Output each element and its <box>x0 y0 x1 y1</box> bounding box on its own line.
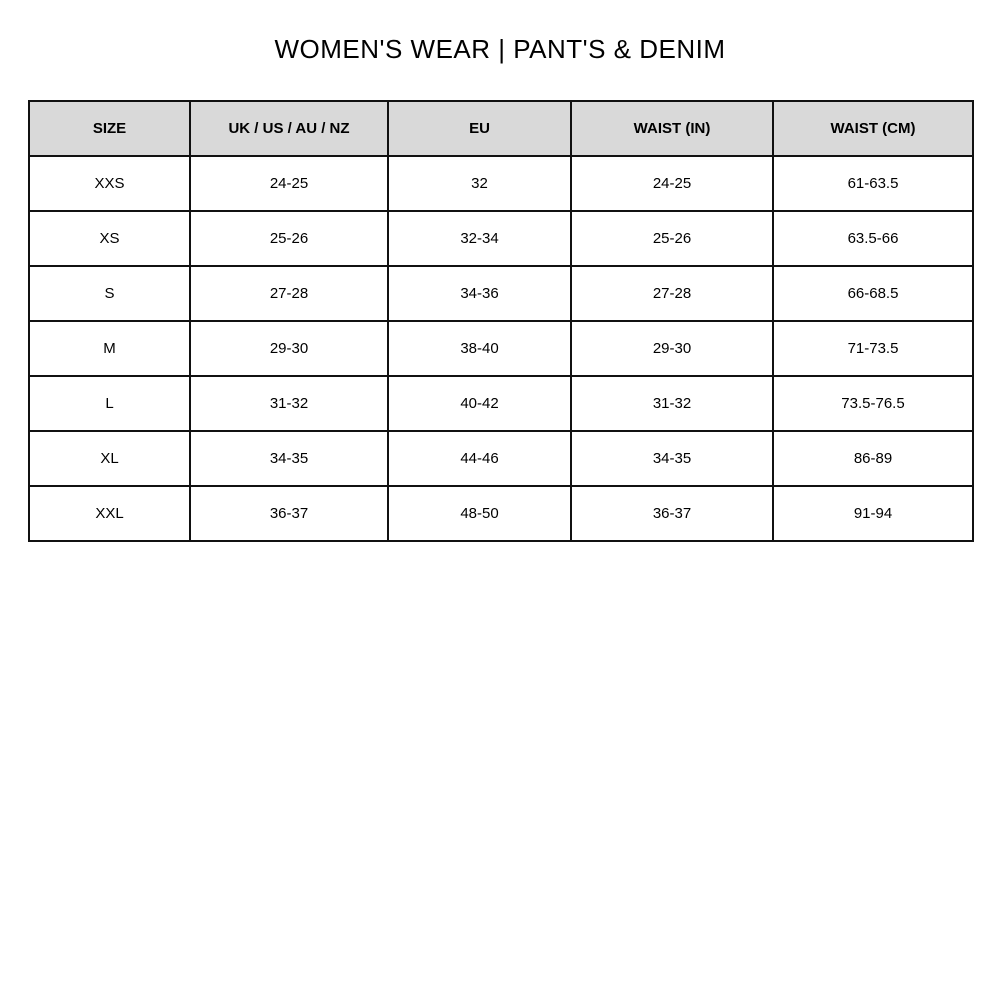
table-cell: 86-89 <box>772 430 974 487</box>
table-cell: 63.5-66 <box>772 210 974 267</box>
table-cell: 25-26 <box>570 210 774 267</box>
table-row: L 31-32 40-42 31-32 73.5-76.5 <box>28 375 974 432</box>
table-cell: 27-28 <box>570 265 774 322</box>
table-cell: 32-34 <box>387 210 572 267</box>
table-cell: 61-63.5 <box>772 155 974 212</box>
column-header: EU <box>387 100 572 157</box>
table-row: XXS 24-25 32 24-25 61-63.5 <box>28 155 974 212</box>
table-cell: XXS <box>28 155 191 212</box>
table-cell: 34-36 <box>387 265 572 322</box>
table-cell: 91-94 <box>772 485 974 542</box>
table-cell: 40-42 <box>387 375 572 432</box>
table-row: M 29-30 38-40 29-30 71-73.5 <box>28 320 974 377</box>
table-row: S 27-28 34-36 27-28 66-68.5 <box>28 265 974 322</box>
table-cell: XL <box>28 430 191 487</box>
table-row: XS 25-26 32-34 25-26 63.5-66 <box>28 210 974 267</box>
table-row: XXL 36-37 48-50 36-37 91-94 <box>28 485 974 542</box>
table-cell: 27-28 <box>189 265 389 322</box>
page-title: WOMEN'S WEAR | PANT'S & DENIM <box>274 34 726 64</box>
column-header: SIZE <box>28 100 191 157</box>
table-cell: 31-32 <box>570 375 774 432</box>
size-chart-table: SIZE UK / US / AU / NZ EU WAIST (IN) WAIST (… <box>28 100 974 542</box>
table-cell: 73.5-76.5 <box>772 375 974 432</box>
table-cell: XXL <box>28 485 191 542</box>
table-cell: 38-40 <box>387 320 572 377</box>
table-cell: 31-32 <box>189 375 389 432</box>
table-cell: M <box>28 320 191 377</box>
table-cell: S <box>28 265 191 322</box>
table-cell: 36-37 <box>570 485 774 542</box>
table-cell: L <box>28 375 191 432</box>
column-header: UK / US / AU / NZ <box>189 100 389 157</box>
table-cell: 34-35 <box>189 430 389 487</box>
table-cell: XS <box>28 210 191 267</box>
table-row: XL 34-35 44-46 34-35 86-89 <box>28 430 974 487</box>
table-cell: 34-35 <box>570 430 774 487</box>
table-cell: 66-68.5 <box>772 265 974 322</box>
table-cell: 29-30 <box>570 320 774 377</box>
table-cell: 29-30 <box>189 320 389 377</box>
table-cell: 25-26 <box>189 210 389 267</box>
table-cell: 32 <box>387 155 572 212</box>
table-cell: 44-46 <box>387 430 572 487</box>
table-cell: 48-50 <box>387 485 572 542</box>
table-cell: 36-37 <box>189 485 389 542</box>
table-cell: 71-73.5 <box>772 320 974 377</box>
table-cell: 24-25 <box>570 155 774 212</box>
table-cell: 24-25 <box>189 155 389 212</box>
column-header: WAIST (CM) <box>772 100 974 157</box>
table-header-row: SIZE UK / US / AU / NZ EU WAIST (IN) WAIST (… <box>28 100 974 157</box>
column-header: WAIST (IN) <box>570 100 774 157</box>
